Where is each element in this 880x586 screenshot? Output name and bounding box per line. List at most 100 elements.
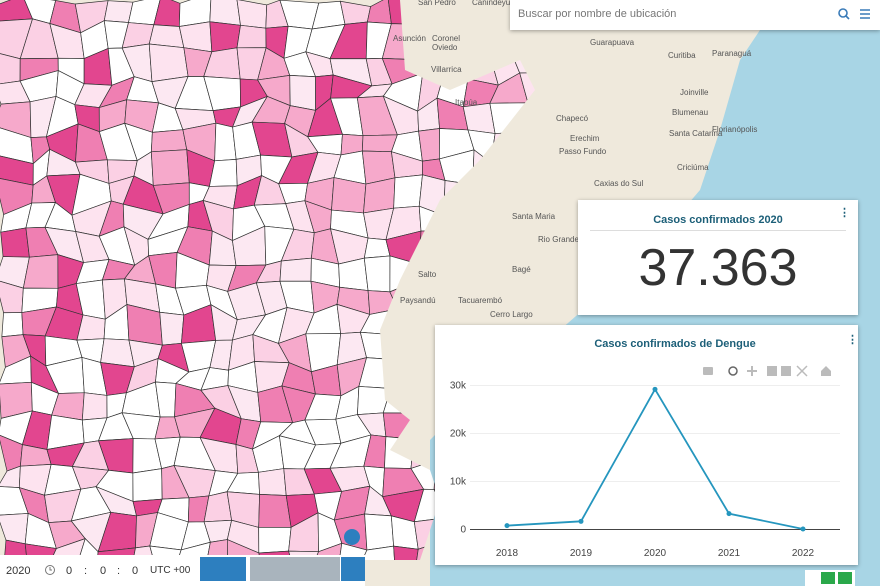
region[interactable] — [545, 73, 574, 109]
region[interactable] — [442, 47, 469, 80]
region[interactable] — [490, 149, 528, 183]
region[interactable] — [524, 180, 551, 213]
region[interactable] — [511, 147, 551, 183]
region[interactable] — [307, 542, 343, 579]
region[interactable] — [236, 0, 268, 29]
region[interactable] — [149, 545, 182, 574]
region[interactable] — [150, 129, 188, 153]
region[interactable] — [360, 565, 395, 586]
region[interactable] — [463, 47, 499, 86]
playback-buttons[interactable] — [250, 557, 340, 581]
region[interactable] — [0, 513, 29, 545]
menu[interactable]: ⋮ — [847, 334, 858, 346]
region[interactable] — [489, 102, 529, 134]
map-label: Canindeyú — [472, 0, 510, 7]
minute-input[interactable]: 0 — [100, 565, 107, 577]
map-label: Blumenau — [672, 108, 708, 117]
region[interactable] — [438, 255, 475, 291]
region[interactable] — [519, 72, 549, 109]
region[interactable] — [469, 260, 502, 288]
region[interactable] — [0, 53, 21, 86]
region[interactable] — [132, 468, 163, 502]
region[interactable] — [1, 312, 24, 338]
hour-input[interactable]: 0 — [66, 565, 73, 577]
region[interactable] — [103, 0, 134, 23]
chart-title: Casos confirmados de Dengue — [594, 338, 755, 350]
region[interactable] — [490, 131, 524, 164]
region[interactable] — [382, 412, 415, 440]
region[interactable] — [463, 209, 501, 241]
frame-buttons[interactable] — [200, 557, 246, 581]
region[interactable] — [393, 545, 419, 578]
region[interactable] — [497, 175, 528, 211]
year-input[interactable]: 2020 — [6, 565, 31, 577]
map-label: Tacuarembó — [458, 296, 503, 305]
region[interactable] — [338, 257, 369, 291]
region[interactable] — [461, 24, 490, 54]
region[interactable] — [364, 513, 395, 551]
region[interactable] — [148, 43, 189, 83]
region[interactable] — [443, 180, 474, 216]
region[interactable] — [384, 334, 422, 362]
toolbar — [703, 365, 831, 377]
region[interactable] — [150, 149, 190, 186]
region[interactable] — [389, 571, 414, 586]
region[interactable] — [540, 283, 578, 318]
region[interactable] — [418, 128, 440, 162]
search-bar[interactable]: Buscar por nombre de ubicación — [510, 0, 880, 30]
region[interactable] — [389, 255, 420, 293]
region[interactable] — [336, 542, 368, 579]
region[interactable] — [81, 392, 108, 421]
region[interactable] — [366, 0, 392, 24]
region[interactable] — [438, 230, 471, 262]
region[interactable] — [497, 202, 526, 241]
region[interactable] — [463, 236, 502, 262]
region[interactable] — [174, 541, 211, 579]
region[interactable] — [522, 102, 550, 137]
region[interactable] — [462, 102, 496, 134]
region[interactable] — [331, 177, 367, 214]
region[interactable] — [128, 545, 158, 580]
collapse-button[interactable] — [344, 529, 360, 545]
region[interactable] — [258, 494, 292, 528]
region[interactable] — [440, 215, 473, 241]
region[interactable] — [339, 0, 372, 25]
menu[interactable]: ⋮ — [839, 207, 850, 219]
region[interactable] — [258, 468, 287, 496]
list-button[interactable] — [821, 572, 835, 584]
region[interactable] — [471, 175, 500, 216]
region[interactable] — [540, 255, 578, 293]
second-input[interactable]: 0 — [132, 565, 139, 577]
region[interactable] — [393, 308, 421, 343]
region[interactable] — [289, 74, 316, 111]
region[interactable] — [258, 526, 292, 554]
region[interactable] — [418, 230, 442, 265]
region[interactable] — [209, 0, 241, 26]
region[interactable] — [382, 388, 418, 414]
chart-button[interactable] — [838, 572, 852, 584]
settings-button[interactable] — [341, 557, 365, 581]
region[interactable] — [545, 45, 574, 79]
region[interactable] — [384, 436, 415, 469]
map-label: Itapúa — [455, 98, 478, 107]
region[interactable] — [539, 181, 578, 212]
region[interactable] — [209, 21, 241, 53]
map-label: Rio Grande do Sul — [538, 235, 604, 244]
map-label: Salto — [418, 270, 437, 279]
region[interactable] — [472, 149, 500, 186]
region[interactable] — [236, 24, 267, 49]
x-tick-label: 2021 — [718, 548, 741, 559]
region[interactable] — [24, 543, 57, 577]
region[interactable] — [279, 257, 312, 282]
region[interactable] — [499, 236, 521, 262]
region[interactable] — [363, 255, 391, 293]
region[interactable] — [511, 131, 550, 151]
region[interactable] — [384, 358, 422, 389]
view-switch[interactable] — [805, 570, 855, 586]
region[interactable] — [178, 21, 213, 53]
region[interactable] — [512, 55, 549, 74]
region[interactable] — [159, 311, 185, 346]
region[interactable] — [387, 0, 422, 25]
region[interactable] — [0, 227, 30, 258]
region[interactable] — [393, 174, 423, 209]
